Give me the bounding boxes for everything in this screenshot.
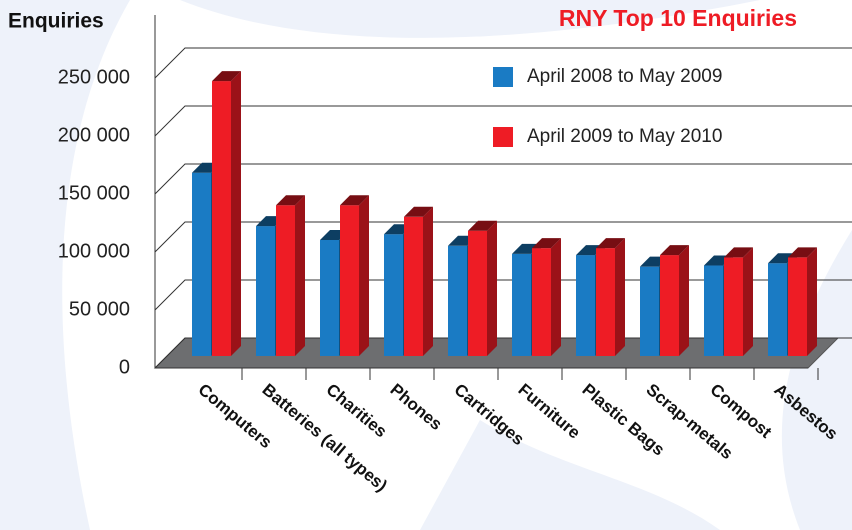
y-axis-label: Enquiries [8, 10, 104, 33]
bar [532, 238, 561, 356]
bar [340, 195, 369, 356]
bar-front [256, 226, 275, 356]
bar-side [359, 195, 369, 356]
bar [788, 247, 817, 356]
bar [404, 206, 433, 356]
bar-front [704, 265, 723, 356]
bar-side [679, 245, 689, 356]
bar-front [532, 248, 551, 356]
bar-front [640, 266, 659, 356]
bar-top [404, 206, 433, 217]
bar-top [788, 247, 817, 258]
bar-side [743, 247, 753, 356]
bar-front [596, 248, 615, 356]
grid-line [154, 47, 852, 79]
bar-top [212, 71, 241, 82]
bar-side [551, 238, 561, 356]
y-tick-label: 150 000 [58, 182, 130, 204]
bar-front [404, 216, 423, 356]
bar [212, 71, 241, 356]
bar-top [468, 220, 497, 231]
bar-front [340, 205, 359, 356]
bar-front [724, 257, 743, 356]
bar-side [295, 195, 305, 356]
bar-front [448, 245, 467, 356]
bar [724, 247, 753, 356]
legend-label: April 2008 to May 2009 [527, 66, 722, 87]
legend-swatch [493, 127, 513, 147]
bar [276, 195, 305, 356]
bar-side [423, 206, 433, 356]
y-tick-label: 200 000 [58, 124, 130, 146]
legend-label: April 2009 to May 2010 [527, 126, 722, 147]
bar-top [724, 247, 753, 258]
bar-front [768, 263, 787, 356]
bar-front [212, 81, 231, 356]
bar-top [532, 238, 561, 249]
grid-line [154, 337, 852, 369]
bar-front [384, 234, 403, 356]
bar-front [576, 255, 595, 356]
bar-side [615, 238, 625, 356]
bar-front [468, 230, 487, 356]
chart-title: RNY Top 10 Enquiries [559, 5, 797, 31]
bar-top [660, 245, 689, 256]
bar-top [276, 195, 305, 206]
bar [660, 245, 689, 356]
y-tick-label: 50 000 [69, 298, 130, 320]
legend-swatch [493, 67, 513, 87]
bar-front [276, 205, 295, 356]
bar-front [192, 172, 211, 356]
grid-line [154, 221, 852, 253]
bar-side [231, 71, 241, 356]
grid-line [154, 163, 852, 195]
y-tick-label: 100 000 [58, 240, 130, 262]
bar-side [807, 247, 817, 356]
x-tick-label: Batteries (all types) [259, 380, 391, 495]
bar-front [660, 255, 679, 356]
bar [468, 220, 497, 356]
bar-front [320, 240, 339, 356]
grid-line [154, 105, 852, 137]
x-tick-label: Phones [387, 380, 446, 434]
y-tick-label: 0 [119, 356, 130, 378]
bar-top [340, 195, 369, 206]
y-tick-label: 250 000 [58, 66, 130, 88]
bar-front [788, 257, 807, 356]
bar-top [596, 238, 625, 249]
grid-line [154, 279, 852, 311]
bar-side [487, 220, 497, 356]
bar-front [512, 253, 531, 356]
bar [596, 238, 625, 356]
